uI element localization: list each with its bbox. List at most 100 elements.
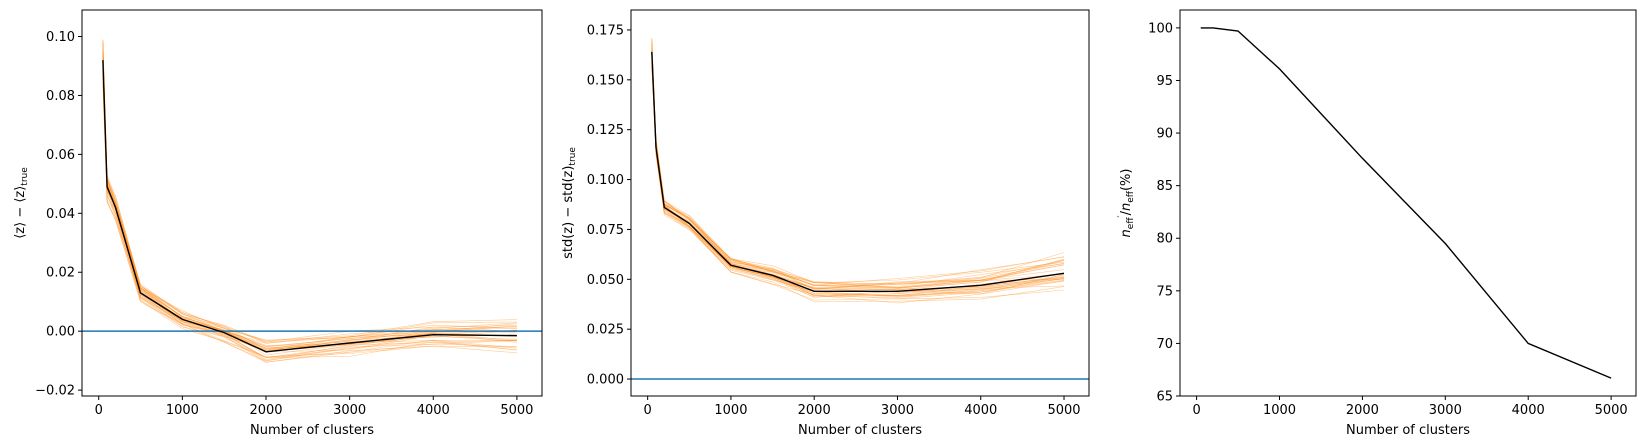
realization-line [102, 66, 517, 361]
realization-line [651, 45, 1065, 293]
x-tick: 2000 [249, 396, 283, 418]
panel-1-mean-line [102, 60, 517, 353]
realization-line [651, 50, 1065, 296]
x-tick: 0 [644, 396, 652, 418]
panel-2-y-ticks: 0.000 0.025 0.050 0.075 0.100 0.125 0.150 0.175 [587, 23, 631, 388]
x-tick-label: 4000 [417, 403, 450, 418]
x-tick-label: 0 [95, 403, 103, 418]
y-tick: 80 [1156, 232, 1180, 247]
y-tick-label: 0.10 [46, 30, 75, 45]
realization-line [651, 46, 1065, 288]
panel-3-y-ticks: 65 70 75 80 85 90 95 100 [1148, 21, 1180, 405]
y-tick-label: 0.175 [587, 23, 624, 38]
realization-line [651, 51, 1065, 296]
x-tick: 4000 [964, 396, 997, 418]
x-tick: 0 [1192, 396, 1201, 418]
x-tick: 2000 [798, 396, 831, 418]
y-tick-label: 0.04 [46, 207, 75, 222]
realization-line [102, 68, 517, 352]
realization-line [102, 41, 517, 343]
realization-line [102, 42, 517, 350]
panel-3-x-label: Number of clusters [1346, 423, 1470, 438]
y-tick: 0.125 [587, 123, 631, 138]
x-tick-label: 2000 [249, 403, 282, 418]
mean-line [1200, 27, 1612, 379]
realization-line [651, 53, 1065, 294]
x-tick: 5000 [1047, 396, 1081, 418]
realization-line [651, 43, 1065, 286]
panel-mean-bias: 0 1000 2000 3000 4000 5000 −0.02 0.00 0.02 0.04 0… [13, 9, 543, 438]
y-tick-label: −0.02 [35, 384, 75, 399]
y-tick-label: 0.100 [587, 173, 624, 188]
realization-line [102, 71, 517, 357]
panel-1-x-label: Number of clusters [250, 423, 374, 438]
panel-2-y-label: std(z) − std(z)true [561, 147, 578, 259]
realization-line [102, 43, 517, 341]
realization-line [102, 48, 517, 343]
y-tick: 0.00 [46, 325, 82, 340]
x-tick-label: 5000 [1595, 403, 1628, 418]
realization-line [102, 60, 517, 350]
y-tick: 100 [1148, 21, 1180, 36]
realization-line [651, 54, 1065, 297]
x-tick-label: 3000 [333, 403, 366, 418]
y-tick: 0.150 [587, 73, 631, 88]
x-tick-label: 2000 [1346, 403, 1379, 418]
realization-line [102, 48, 517, 342]
realization-line [102, 78, 517, 361]
y-tick: 75 [1156, 284, 1180, 299]
panel-std-bias: 0 1000 2000 3000 4000 5000 0.0000.0250.0500.0… [561, 9, 1090, 438]
y-tick: 90 [1156, 127, 1180, 142]
realization-line [651, 55, 1065, 298]
x-tick-label: 1000 [166, 403, 199, 418]
realization-line [102, 84, 517, 363]
y-tick-label: 95 [1156, 74, 1173, 89]
panel-1-x-ticks: 0 1000 2000 3000 4000 5000 [95, 396, 533, 418]
x-tick-label: 3000 [881, 403, 914, 418]
realization-line [651, 52, 1065, 298]
realization-line [651, 41, 1065, 284]
y-tick: 0.100 [587, 173, 631, 188]
realization-line [651, 38, 1065, 289]
x-tick: 1000 [1263, 396, 1296, 418]
y-tick-label: 0.06 [46, 148, 75, 163]
panel-2-mean-line [651, 51, 1065, 292]
realization-line [102, 54, 517, 351]
panel-1-y-label: ⟨z⟩ − ⟨z⟩true [13, 167, 30, 239]
realization-line [102, 55, 517, 344]
realization-line [651, 60, 1065, 297]
x-tick: 3000 [333, 396, 366, 418]
y-tick: −0.02 [35, 384, 82, 399]
x-tick-label: 4000 [1512, 403, 1545, 418]
realization-line [651, 57, 1065, 298]
realization-line [102, 81, 517, 362]
mean-line [651, 51, 1065, 292]
y-tick: 0.175 [587, 23, 631, 38]
y-tick-label: 0.050 [587, 273, 624, 288]
x-tick-label: 3000 [1429, 403, 1462, 418]
panel-2-axes-frame [630, 9, 1090, 397]
y-tick-label: 0.075 [587, 223, 624, 238]
x-tick: 4000 [1512, 396, 1545, 418]
y-tick: 0.000 [587, 373, 631, 388]
x-tick: 5000 [1595, 396, 1628, 418]
x-tick: 5000 [500, 396, 533, 418]
realization-line [102, 74, 517, 363]
panel-2-x-ticks: 0 1000 2000 3000 4000 5000 [644, 396, 1081, 418]
realization-line [651, 40, 1065, 286]
x-tick-label: 0 [1192, 403, 1200, 418]
y-tick: 65 [1156, 390, 1180, 405]
realization-line [102, 69, 517, 353]
realization-line [651, 64, 1065, 304]
y-tick: 0.06 [46, 148, 82, 163]
realization-line [102, 39, 517, 349]
y-tick: 0.04 [46, 207, 82, 222]
y-tick-label: 90 [1156, 127, 1173, 142]
panel-1-y-ticks: −0.02 0.00 0.02 0.04 0.06 0.08 0.10 [35, 30, 82, 399]
y-tick-label: 0.00 [46, 325, 75, 340]
x-tick-label: 5000 [1047, 403, 1080, 418]
y-tick: 0.10 [46, 30, 82, 45]
x-tick-label: 4000 [964, 403, 997, 418]
realization-line [102, 39, 517, 344]
